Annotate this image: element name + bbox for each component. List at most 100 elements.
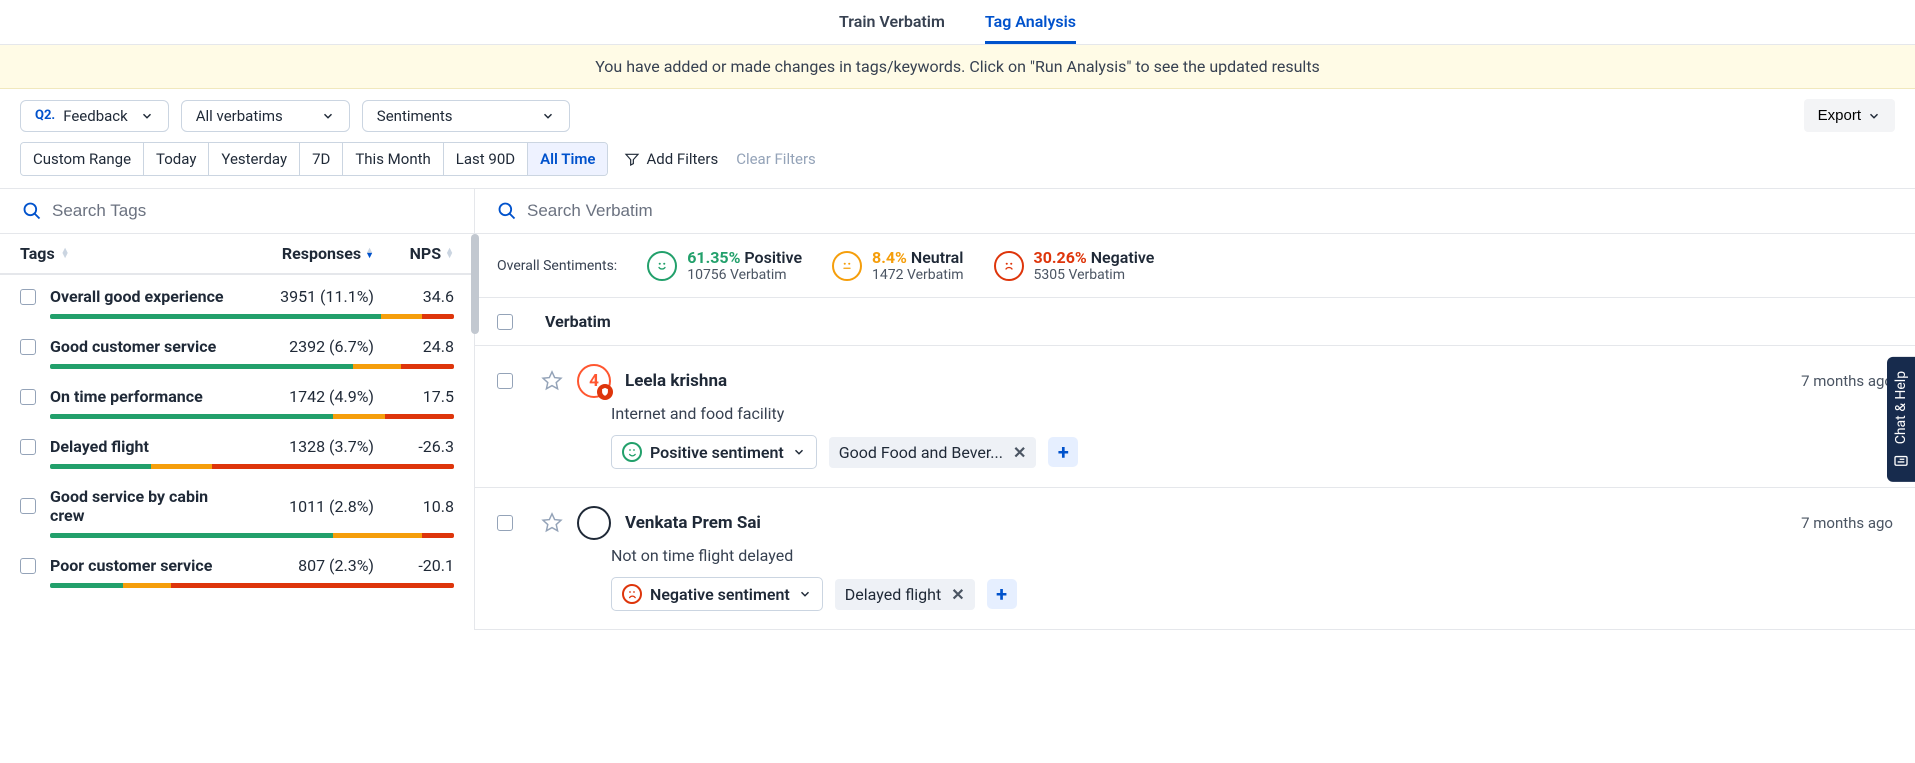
overall-sentiments: Overall Sentiments: 61.35%Positive 10756… bbox=[475, 233, 1915, 298]
tag-row[interactable]: Overall good experience 3951 (11.1%) 34.… bbox=[0, 275, 474, 325]
star-icon[interactable] bbox=[541, 370, 563, 392]
chat-icon bbox=[1893, 452, 1909, 468]
verbatim-item: Venkata Prem Sai 7 months ago Not on tim… bbox=[475, 488, 1915, 630]
verbatim-author: Venkata Prem Sai bbox=[625, 513, 761, 533]
tab-tag-analysis[interactable]: Tag Analysis bbox=[985, 12, 1076, 44]
chevron-down-icon bbox=[140, 109, 154, 123]
verbatim-checkbox[interactable] bbox=[497, 515, 513, 531]
search-tags-input[interactable] bbox=[52, 201, 452, 221]
chip-label: Good Food and Bever... bbox=[839, 443, 1003, 462]
tag-checkbox[interactable] bbox=[20, 439, 36, 455]
col-responses-label[interactable]: Responses bbox=[282, 244, 361, 263]
date-range-last-90d[interactable]: Last 90D bbox=[444, 143, 528, 175]
add-tag-button[interactable]: + bbox=[1048, 437, 1078, 467]
date-range-today[interactable]: Today bbox=[144, 143, 209, 175]
chat-help-tab[interactable]: Chat & Help bbox=[1887, 356, 1915, 481]
verbatim-panel: Overall Sentiments: 61.35%Positive 10756… bbox=[475, 189, 1915, 630]
shield-badge-icon bbox=[597, 384, 613, 400]
negative-sub: 5305 Verbatim bbox=[1034, 267, 1155, 283]
date-range-custom-range[interactable]: Custom Range bbox=[21, 143, 144, 175]
chevron-down-icon bbox=[1867, 109, 1881, 123]
tag-chip[interactable]: Delayed flight ✕ bbox=[835, 579, 975, 610]
sentiment-bar bbox=[50, 314, 454, 319]
tag-checkbox[interactable] bbox=[20, 389, 36, 405]
positive-sub: 10756 Verbatim bbox=[687, 267, 802, 283]
question-prefix: Q2. bbox=[35, 108, 55, 123]
add-tag-button[interactable]: + bbox=[987, 579, 1017, 609]
tag-name: Good service by cabin crew bbox=[50, 487, 244, 525]
tag-nps: 17.5 bbox=[374, 387, 454, 406]
sort-icon[interactable]: ▲▼ bbox=[445, 249, 454, 259]
main-content: Tags ▲▼ Responses ▲▼ NPS ▲▼ Overall good… bbox=[0, 188, 1915, 630]
date-range-this-month[interactable]: This Month bbox=[343, 143, 443, 175]
sentiment-face-icon bbox=[622, 442, 642, 462]
tag-checkbox[interactable] bbox=[20, 558, 36, 574]
tag-responses: 1328 (3.7%) bbox=[244, 437, 374, 456]
tag-row[interactable]: Good customer service 2392 (6.7%) 24.8 bbox=[0, 325, 474, 375]
clear-filters-button[interactable]: Clear Filters bbox=[736, 150, 816, 168]
remove-chip-icon[interactable]: ✕ bbox=[1013, 443, 1026, 462]
select-all-checkbox[interactable] bbox=[497, 314, 513, 330]
sentiment-bar bbox=[50, 583, 454, 588]
date-range-7d[interactable]: 7D bbox=[300, 143, 343, 175]
remove-chip-icon[interactable]: ✕ bbox=[951, 585, 964, 604]
tags-list: Overall good experience 3951 (11.1%) 34.… bbox=[0, 275, 474, 594]
tab-train-verbatim[interactable]: Train Verbatim bbox=[839, 12, 945, 44]
verbatims-selector[interactable]: All verbatims bbox=[181, 100, 350, 132]
tag-row[interactable]: Good service by cabin crew 1011 (2.8%) 1… bbox=[0, 475, 474, 544]
tag-row[interactable]: Poor customer service 807 (2.3%) -20.1 bbox=[0, 544, 474, 594]
overall-label: Overall Sentiments: bbox=[497, 258, 617, 274]
chip-label: Delayed flight bbox=[845, 585, 941, 604]
scrollbar[interactable] bbox=[471, 234, 479, 334]
tag-checkbox[interactable] bbox=[20, 289, 36, 305]
chevron-down-icon bbox=[792, 445, 806, 459]
add-filters-button[interactable]: Add Filters bbox=[624, 150, 718, 168]
neutral-sub: 1472 Verbatim bbox=[872, 267, 963, 283]
verbatims-label: All verbatims bbox=[196, 107, 283, 125]
sort-icon[interactable]: ▲▼ bbox=[61, 249, 70, 259]
filter-icon bbox=[624, 151, 640, 167]
date-range-segments: Custom RangeTodayYesterday7DThis MonthLa… bbox=[20, 142, 608, 176]
search-verbatim-bar bbox=[475, 189, 1915, 233]
verbatim-checkbox[interactable] bbox=[497, 373, 513, 389]
tag-chip[interactable]: Good Food and Bever... ✕ bbox=[829, 437, 1037, 468]
date-range-row: Custom RangeTodayYesterday7DThis MonthLa… bbox=[0, 142, 1915, 188]
frown-icon bbox=[994, 251, 1024, 281]
date-range-all-time[interactable]: All Time bbox=[528, 143, 607, 175]
verbatim-list-header: Verbatim bbox=[475, 298, 1915, 346]
neutral-label: Neutral bbox=[911, 248, 963, 267]
tag-responses: 1011 (2.8%) bbox=[244, 497, 374, 516]
tag-name: Good customer service bbox=[50, 337, 244, 356]
search-verbatim-input[interactable] bbox=[527, 201, 1893, 221]
sentiment-selector[interactable]: Negative sentiment bbox=[611, 577, 823, 611]
col-nps-label[interactable]: NPS bbox=[410, 244, 441, 263]
negative-label: Negative bbox=[1091, 248, 1155, 267]
date-range-yesterday[interactable]: Yesterday bbox=[209, 143, 300, 175]
tag-responses: 3951 (11.1%) bbox=[244, 287, 374, 306]
sentiment-bar bbox=[50, 414, 454, 419]
sentiment-selector[interactable]: Positive sentiment bbox=[611, 435, 817, 469]
sort-icon[interactable]: ▲▼ bbox=[365, 249, 374, 259]
tag-nps: 24.8 bbox=[374, 337, 454, 356]
tag-row[interactable]: Delayed flight 1328 (3.7%) -26.3 bbox=[0, 425, 474, 475]
verbatim-time: 7 months ago bbox=[1801, 372, 1893, 390]
export-label: Export bbox=[1818, 107, 1861, 124]
tag-checkbox[interactable] bbox=[20, 339, 36, 355]
tag-checkbox[interactable] bbox=[20, 498, 36, 514]
filter-row: Q2. Feedback All verbatims Sentiments Ex… bbox=[0, 89, 1915, 142]
verbatim-header-label: Verbatim bbox=[545, 312, 611, 331]
tag-nps: 34.6 bbox=[374, 287, 454, 306]
export-button[interactable]: Export bbox=[1804, 99, 1895, 132]
tag-name: Poor customer service bbox=[50, 556, 244, 575]
verbatim-list: 4 Leela krishna 7 months ago Internet an… bbox=[475, 346, 1915, 630]
star-icon[interactable] bbox=[541, 512, 563, 534]
tag-row[interactable]: On time performance 1742 (4.9%) 17.5 bbox=[0, 375, 474, 425]
tag-responses: 2392 (6.7%) bbox=[244, 337, 374, 356]
sentiments-selector[interactable]: Sentiments bbox=[362, 100, 570, 132]
sentiment-bar bbox=[50, 533, 454, 538]
question-selector[interactable]: Q2. Feedback bbox=[20, 100, 169, 132]
col-tags-label[interactable]: Tags bbox=[20, 244, 55, 263]
negative-pct: 30.26% bbox=[1034, 248, 1087, 267]
chat-help-label: Chat & Help bbox=[1893, 370, 1909, 443]
tag-name: On time performance bbox=[50, 387, 244, 406]
